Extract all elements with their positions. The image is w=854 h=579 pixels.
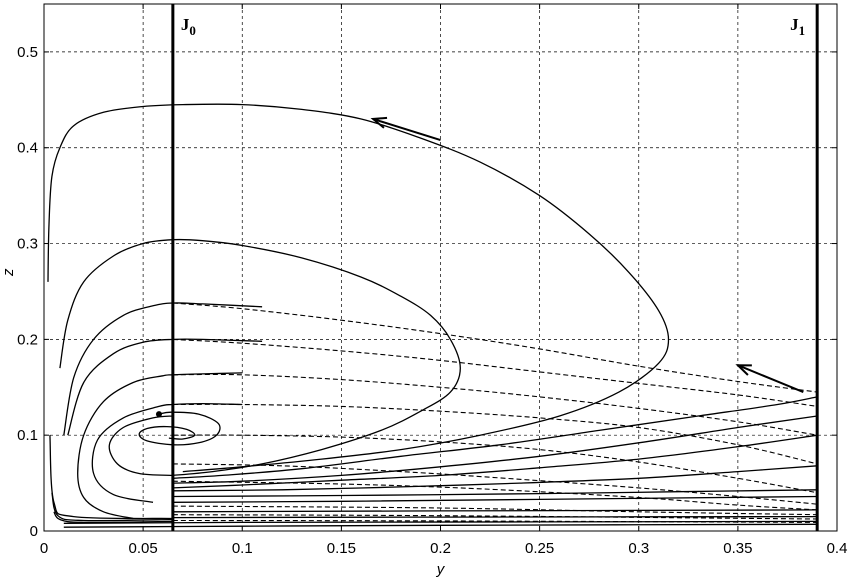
solid-trajectory: [172, 415, 818, 484]
x-tick-label: 0.3: [628, 540, 649, 557]
dashed-trajectory: [172, 302, 818, 393]
x-axis-label: y: [436, 561, 446, 578]
solid-trajectory: [172, 434, 818, 489]
direction-arrow-head: [735, 364, 752, 376]
y-tick-label: 0.4: [17, 140, 38, 157]
equilibrium-point: [155, 411, 162, 418]
solid-trajectory: [47, 103, 670, 473]
y-tick-label: 0.2: [17, 331, 38, 348]
solid-trajectory: [63, 523, 818, 528]
x-tick-label: 0.25: [525, 540, 554, 557]
x-tick-label: 0.35: [723, 540, 752, 557]
solid-trajectory: [172, 489, 818, 498]
direction-arrow-shaft: [372, 118, 441, 142]
dashed-trajectory: [172, 514, 818, 520]
solid-trajectory: [172, 515, 818, 519]
x-tick-label: 0: [40, 540, 48, 557]
dashed-trajectory: [172, 480, 818, 511]
solid-trajectory: [108, 415, 173, 477]
dashed-trajectory: [172, 373, 818, 436]
solid-trajectory: [49, 435, 173, 520]
solid-trajectory: [138, 411, 221, 446]
y-tick-label: 0: [30, 523, 38, 540]
trajectories: [47, 103, 818, 528]
solid-trajectory: [67, 338, 263, 436]
solid-trajectory: [53, 511, 173, 524]
solid-trajectory: [77, 372, 243, 520]
boundary-label-j1: J1: [790, 15, 805, 38]
solid-trajectory: [172, 465, 818, 492]
x-tick-label: 0.1: [232, 540, 253, 557]
solid-trajectory: [63, 302, 263, 436]
dashed-trajectory: [172, 338, 818, 407]
dashed-trajectory: [172, 463, 818, 505]
plot-frame: [43, 3, 838, 532]
tick-labels: 0 0.05 0.1 0.15 0.2 0.25 0.3 0.35 0.4 0 0.1 0.2 0.3 0…: [17, 44, 847, 557]
x-tick-label: 0.05: [129, 540, 158, 557]
direction-arrow-head: [370, 116, 388, 129]
x-tick-label: 0.2: [430, 540, 451, 557]
solid-trajectory: [172, 396, 818, 479]
y-tick-label: 0.3: [17, 236, 38, 253]
x-tick-label: 0.15: [327, 540, 356, 557]
boundary-label-j0: J0: [181, 15, 196, 38]
solid-trajectory: [172, 509, 818, 513]
y-tick-label: 0.1: [17, 427, 38, 444]
y-tick-label: 0.5: [17, 44, 38, 61]
y-axis-label: z: [0, 268, 17, 277]
solid-trajectory: [172, 495, 818, 503]
dashed-trajectory: [172, 505, 818, 516]
markers: J0 J1: [155, 4, 819, 531]
x-tick-label: 0.4: [827, 540, 848, 557]
solid-trajectory: [91, 402, 243, 503]
dashed-trajectory: [172, 519, 818, 523]
solid-trajectory: [51, 492, 173, 522]
solid-trajectory: [59, 238, 461, 477]
solid-trajectory: [63, 520, 818, 524]
direction-arrow-shaft: [737, 364, 804, 393]
